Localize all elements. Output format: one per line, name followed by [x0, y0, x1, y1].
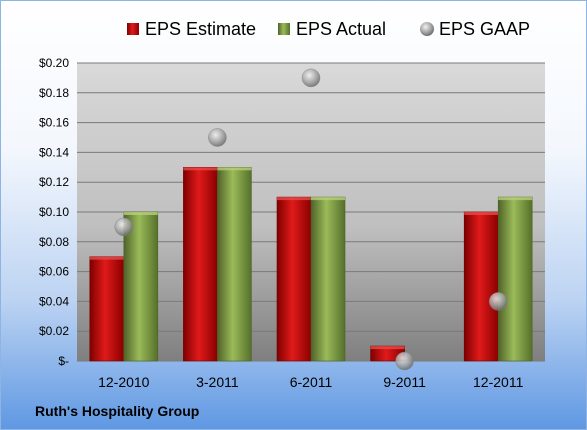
company-label: Ruth's Hospitality Group — [35, 403, 200, 419]
bar-eps-estimate — [89, 256, 125, 362]
legend-swatch — [278, 23, 290, 35]
x-tick-label: 12-2010 — [98, 374, 150, 390]
legend-swatch — [127, 23, 139, 35]
y-tick-label: $0.02 — [39, 324, 69, 338]
x-tick-label: 9-2011 — [383, 374, 426, 390]
bar-top-highlight — [370, 346, 405, 350]
bar-eps-estimate — [463, 211, 499, 362]
y-tick-label: $0.14 — [39, 145, 69, 159]
legend-swatch — [420, 22, 434, 36]
x-tick-label: 6-2011 — [290, 374, 333, 390]
bar-eps-actual — [123, 211, 159, 362]
y-tick-label: $0.04 — [39, 294, 69, 308]
y-axis: $- $0.02 $0.04 $0.06 $0.08 $0.10 $0.12 $0.14 $0.… — [39, 56, 69, 368]
y-tick-label: $0.12 — [39, 175, 69, 189]
y-tick-label: $0.06 — [39, 265, 69, 279]
bar-eps-actual — [310, 196, 346, 362]
gaap-point — [301, 68, 321, 88]
legend-label: EPS Actual — [296, 19, 386, 39]
bar-top-highlight — [217, 167, 252, 171]
y-tick-label: $0.20 — [39, 56, 69, 70]
gaap-points — [114, 68, 508, 371]
gaap-point — [114, 217, 134, 237]
gaap-point — [208, 128, 227, 147]
bars — [89, 167, 533, 362]
y-tick-label: $0.16 — [39, 116, 69, 130]
legend-label: EPS GAAP — [439, 19, 530, 39]
x-axis: 12-2010 3-2011 6-2011 9-2011 12-2011 — [98, 374, 523, 390]
y-tick-label: $0.10 — [39, 205, 69, 219]
gaap-point — [488, 292, 508, 311]
y-tick-label: $0.18 — [39, 86, 69, 100]
bar-top-highlight — [464, 212, 499, 215]
legend: EPS Estimate EPS Actual EPS GAAP — [127, 19, 530, 39]
bar-top-highlight — [89, 256, 124, 260]
bar-eps-estimate — [183, 167, 218, 362]
bar-eps-actual — [217, 167, 252, 362]
bar-eps-estimate — [276, 196, 312, 362]
y-tick-label: $0.08 — [39, 235, 69, 249]
bar-top-highlight — [277, 197, 311, 201]
gaap-point — [395, 351, 414, 371]
x-tick-label: 3-2011 — [196, 374, 239, 390]
bar-top-highlight — [123, 212, 158, 215]
bar-top-highlight — [183, 167, 218, 171]
legend-label: EPS Estimate — [145, 19, 256, 39]
y-tick-label: $- — [58, 354, 69, 368]
x-tick-label: 12-2011 — [473, 374, 524, 390]
bar-top-highlight — [311, 197, 345, 201]
bar-eps-actual — [497, 196, 533, 362]
bar-top-highlight — [498, 197, 533, 201]
